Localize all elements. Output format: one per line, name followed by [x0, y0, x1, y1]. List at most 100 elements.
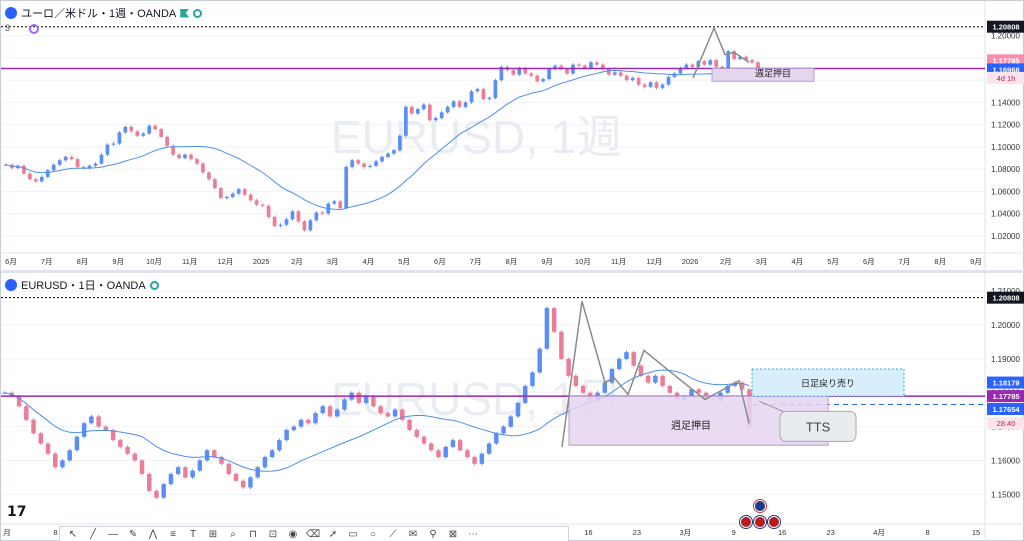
daily-chart-pane[interactable]: 1.210001.200001.190001.180001.170001.160… [1, 273, 1024, 541]
candle [583, 65, 587, 68]
fib-icon[interactable]: ≡ [170, 529, 176, 540]
circle-icon[interactable]: ○ [369, 529, 377, 540]
price-tick: 1.20000 [991, 32, 1020, 41]
candle [125, 446, 130, 454]
candle [404, 106, 408, 136]
daily-legend[interactable]: EURUSD・1日・OANDA [5, 277, 159, 293]
us-flag-icon[interactable] [740, 516, 752, 528]
weekly-zone [711, 67, 815, 82]
indicator-count: 3 [5, 23, 11, 33]
candle [380, 156, 384, 162]
candle [230, 193, 235, 197]
candle [508, 416, 514, 427]
weekly-chart-svg[interactable]: 1.200001.180001.160001.140001.120001.100… [1, 1, 1024, 271]
path-icon[interactable]: ⟋ [389, 529, 397, 540]
drawing-toolbar[interactable]: ↖ ╱ — ✎ ⋀ ≡ T ⊞ ⌕ ⊓ ⊡ ◉ ⌫ ➚ ▭ ○ ⟋ ✉ ⚲ ⊠ … [59, 526, 569, 541]
candle [714, 60, 719, 67]
trendline-icon[interactable]: ╱ [89, 529, 97, 540]
weekly-zone-label: 週足押目 [755, 67, 791, 78]
candle [219, 188, 223, 199]
us-flag-icon[interactable] [768, 516, 780, 528]
time-label: 8月 [506, 257, 518, 266]
text-icon[interactable]: T [189, 529, 197, 540]
candle [400, 409, 405, 420]
time-label: 6月 [863, 257, 875, 266]
candle [320, 212, 325, 214]
pane-separator[interactable] [1, 270, 1024, 273]
candle [660, 375, 665, 386]
tts-callout [779, 410, 857, 442]
candle [463, 102, 468, 107]
candle [469, 91, 474, 103]
candle [24, 406, 29, 420]
brush-icon[interactable]: ✎ [128, 529, 138, 540]
candle [616, 358, 622, 370]
candle [493, 80, 498, 98]
daily-weekly-zone-label: 週足押目 [671, 419, 711, 432]
ruler-icon[interactable]: ⊠ [448, 529, 458, 540]
candle [242, 189, 247, 195]
us-flag-icon[interactable] [754, 516, 766, 528]
weekly-chart-pane[interactable]: 1.200001.180001.160001.140001.120001.100… [1, 1, 1024, 271]
time-label: 7月 [899, 257, 911, 266]
hline-icon[interactable]: — [108, 529, 118, 540]
candle [313, 413, 318, 424]
candle [69, 156, 74, 160]
candle [551, 308, 557, 332]
arrow-icon[interactable]: ➚ [328, 529, 338, 540]
zoom-icon[interactable]: ⌕ [230, 529, 236, 540]
pattern-icon[interactable]: ⋀ [148, 529, 158, 540]
candle [595, 62, 599, 65]
measure-icon[interactable]: ⊞ [208, 529, 218, 540]
daily-chart-svg[interactable]: 1.210001.200001.190001.180001.170001.160… [1, 273, 1024, 541]
candle [602, 382, 608, 393]
time-label: 8月 [77, 257, 89, 266]
candle [67, 450, 72, 461]
price-label-bg [987, 402, 1024, 415]
rect-icon[interactable]: ▭ [348, 529, 358, 540]
candle [696, 389, 702, 393]
event-flag-icon[interactable] [754, 500, 766, 512]
candle [732, 51, 736, 60]
weekly-legend[interactable]: ユーロ／米ドル・1週・OANDA [5, 5, 203, 21]
indicator-row[interactable]: 3 [5, 23, 39, 34]
candle [129, 126, 134, 132]
candle [96, 416, 101, 427]
price-tick: 1.14000 [991, 98, 1020, 107]
time-label: 9月 [112, 257, 124, 266]
candle [190, 470, 195, 478]
candle [28, 173, 32, 180]
candle [667, 385, 673, 393]
eye-icon[interactable]: ◉ [288, 529, 298, 540]
more-icon[interactable]: ⋯ [468, 529, 478, 540]
price-label: 1.17785 [992, 392, 1019, 401]
time-label: 6月 [434, 257, 446, 266]
magnet-icon[interactable]: ⊓ [249, 529, 257, 540]
countdown-bg [987, 71, 1024, 84]
candle [606, 69, 611, 75]
weekly-title[interactable]: ユーロ／米ドル・1週・OANDA [21, 8, 177, 20]
candle [87, 165, 92, 169]
candle [544, 308, 550, 349]
moving-average-line [4, 369, 750, 472]
time-label: 3月 [327, 257, 339, 266]
lock-icon[interactable]: ⊡ [268, 529, 278, 540]
event-flags[interactable] [740, 500, 780, 528]
tradingview-logo[interactable]: 17 [7, 504, 27, 520]
daily-title[interactable]: EURUSD・1日・OANDA [21, 280, 146, 292]
time-label: 11月 [611, 257, 626, 266]
trash-icon[interactable]: ⌫ [306, 529, 321, 540]
candle [523, 67, 528, 74]
candle [269, 450, 275, 458]
price-tick: 1.19000 [991, 355, 1020, 364]
candle [362, 163, 366, 167]
pin-icon[interactable]: ⚲ [429, 529, 437, 540]
candle [278, 224, 283, 226]
time-label: 12月 [646, 257, 662, 266]
flag-icon[interactable] [180, 8, 190, 18]
candle [16, 165, 20, 169]
cursor-icon[interactable]: ↖ [68, 529, 78, 540]
candle [233, 473, 239, 481]
note-icon[interactable]: ✉ [408, 529, 418, 540]
candle [16, 396, 22, 407]
